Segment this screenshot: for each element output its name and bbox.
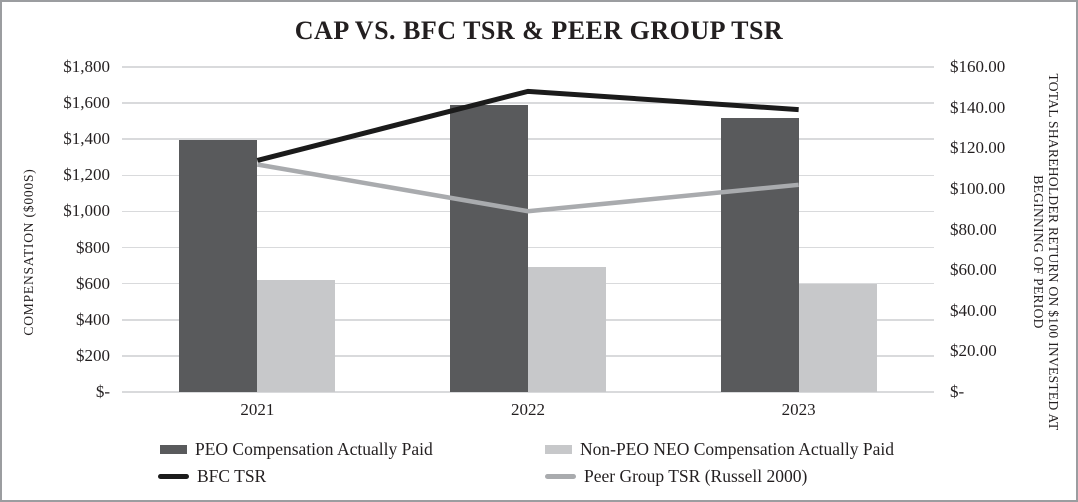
legend-label: PEO Compensation Actually Paid — [195, 439, 433, 459]
right-axis-title-line2: BEGINNING OF PERIOD — [1031, 175, 1046, 329]
y-axis-tick-left: $800 — [76, 237, 110, 257]
y-axis-tick-right: $140.00 — [950, 97, 1006, 117]
legend-label: BFC TSR — [197, 466, 267, 486]
gridline — [122, 246, 934, 249]
x-axis-label-2021: 2021 — [240, 400, 275, 419]
bar-non-peo-2021 — [257, 280, 336, 392]
gridline — [122, 391, 934, 393]
bar-non-peo-2023 — [798, 283, 877, 392]
y-axis-tick-left: $1,600 — [63, 93, 110, 113]
gridline — [122, 138, 934, 140]
peo-bar-swatch-icon — [160, 445, 187, 454]
legend-label: Peer Group TSR (Russell 2000) — [584, 466, 808, 486]
y-axis-tick-left: $- — [95, 382, 110, 401]
gridline — [122, 66, 934, 68]
y-axis-tick-right: $160.00 — [950, 57, 1006, 76]
chart-title: CAP VS. BFC TSR & PEER GROUP TSR — [294, 16, 784, 45]
y-axis-tick-right: $120.00 — [950, 138, 1006, 158]
right-axis-title: TOTAL SHAREHOLDER RETURN ON $100 INVESTE… — [1031, 73, 1061, 430]
gridline — [122, 102, 934, 104]
y-axis-tick-right: $- — [950, 382, 965, 401]
y-axis-tick-right: $20.00 — [950, 341, 997, 361]
plot-area — [122, 66, 934, 393]
y-axis-tick-right: $100.00 — [950, 178, 1006, 198]
y-axis-tick-left: $600 — [76, 273, 110, 293]
bfc-tsr-line-swatch-icon — [158, 474, 189, 479]
y-axis-tick-left: $1,200 — [63, 165, 110, 185]
y-axis-tick-right: $40.00 — [950, 300, 997, 320]
legend-item-bfc-tsr: BFC TSR — [158, 466, 266, 487]
y-axis-tick-left: $1,000 — [63, 201, 110, 221]
right-axis-title-line1: TOTAL SHAREHOLDER RETURN ON $100 INVESTE… — [1046, 73, 1061, 431]
legend-item-non-peo-compensation: Non-PEO NEO Compensation Actually Paid — [545, 439, 894, 460]
peer-group-tsr-line — [256, 162, 799, 214]
y-axis-tick-left: $1,400 — [63, 129, 110, 149]
x-axis-label-2022: 2022 — [511, 400, 545, 419]
y-axis-tick-left: $400 — [76, 309, 110, 329]
gridline — [122, 174, 934, 177]
y-axis-tick-right: $80.00 — [950, 219, 997, 239]
y-axis-tick-left: $200 — [76, 345, 110, 365]
legend-item-peer-group-tsr: Peer Group TSR (Russell 2000) — [545, 466, 807, 487]
x-axis-label-2023: 2023 — [781, 400, 816, 419]
bar-peo-2022 — [450, 104, 528, 392]
y-axis-tick-right: $60.00 — [950, 260, 997, 280]
non-peo-bar-swatch-icon — [545, 445, 572, 454]
y-axis-tick-left: $1,800 — [63, 57, 110, 76]
legend-label: Non-PEO NEO Compensation Actually Paid — [580, 439, 895, 459]
legend-item-peo-compensation: PEO Compensation Actually Paid — [160, 439, 433, 460]
bfc-tsr-line — [256, 88, 799, 163]
bar-peo-2023 — [720, 118, 799, 392]
bar-peo-2021 — [179, 140, 258, 392]
bar-non-peo-2022 — [528, 266, 606, 392]
peer-group-tsr-line-swatch-icon — [545, 474, 576, 479]
